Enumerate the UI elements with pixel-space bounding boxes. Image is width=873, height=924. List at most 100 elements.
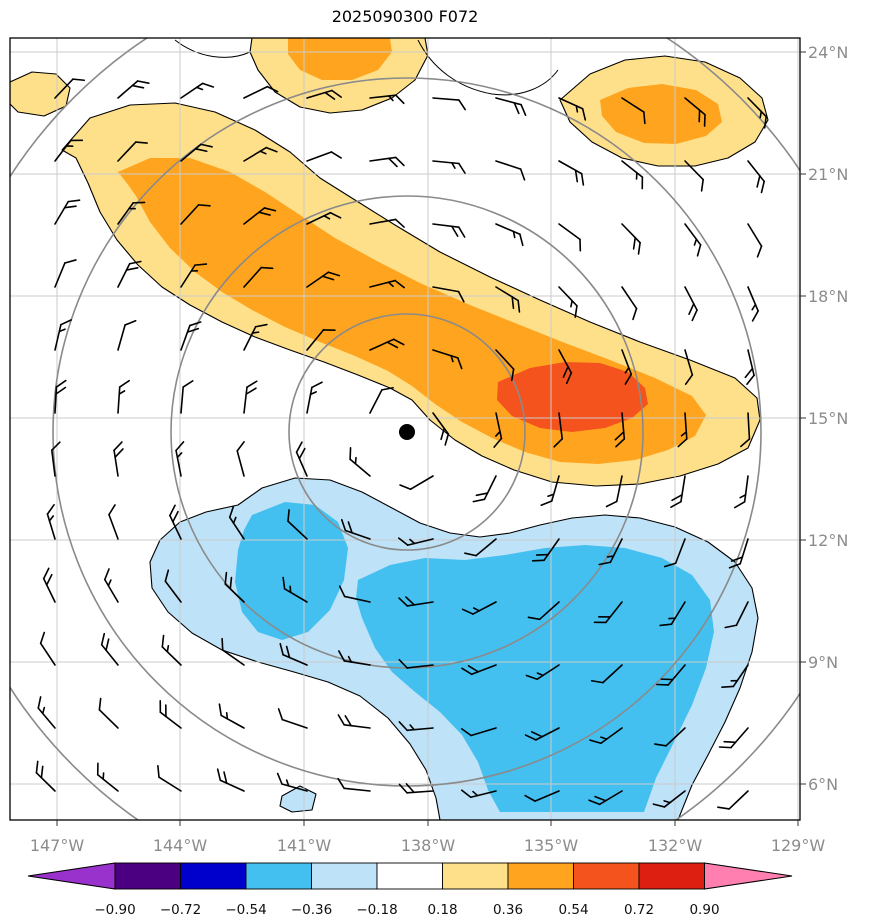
wind-barb-stroke bbox=[63, 205, 77, 209]
wind-barb-stroke bbox=[180, 204, 200, 225]
longitude-label: 138°W bbox=[401, 836, 456, 855]
wind-barb-stroke bbox=[321, 275, 335, 281]
wind-barb bbox=[157, 764, 182, 792]
wind-barb-stroke bbox=[322, 329, 336, 332]
wind-barb bbox=[46, 504, 56, 540]
wind-barb-stroke bbox=[298, 447, 306, 460]
wind-barb-stroke bbox=[432, 412, 450, 435]
wind-barb-stroke bbox=[161, 646, 182, 666]
wind-barb-stroke bbox=[108, 504, 116, 516]
colorbar-tick-label: 0.18 bbox=[427, 902, 457, 918]
wind-barb-stroke bbox=[663, 800, 671, 804]
latitude-labels: 24°N 21°N 18°N 15°N 12°N 9°N 6°N bbox=[808, 43, 848, 794]
wind-barb bbox=[295, 441, 308, 477]
wind-barb-stroke bbox=[739, 538, 749, 565]
wind-barb-stroke bbox=[668, 617, 676, 620]
wind-barb-stroke bbox=[730, 679, 739, 682]
wind-barb bbox=[684, 286, 698, 322]
wind-barb-stroke bbox=[182, 380, 194, 388]
wind-barb bbox=[398, 596, 434, 607]
wind-barb-stroke bbox=[653, 743, 667, 747]
wind-barb bbox=[337, 777, 371, 792]
wind-barb-stroke bbox=[553, 438, 564, 448]
wind-barb-stroke bbox=[530, 731, 543, 738]
contour-region-far-left-pos-018 bbox=[10, 71, 71, 117]
wind-barb-stroke bbox=[432, 349, 459, 359]
wind-barb-stroke bbox=[472, 601, 497, 615]
wind-barb-stroke bbox=[406, 727, 434, 732]
latitude-label: 15°N bbox=[808, 409, 848, 428]
wind-barb-stroke bbox=[180, 82, 204, 99]
wind-barb-stroke bbox=[306, 211, 332, 225]
colorbar-tick-label: 0.36 bbox=[493, 902, 523, 918]
wind-barb-stroke bbox=[615, 475, 623, 503]
wind-barb bbox=[621, 223, 641, 255]
wind-barb-stroke bbox=[343, 660, 371, 666]
wind-barb-stroke bbox=[37, 707, 56, 729]
wind-barbs bbox=[35, 78, 767, 810]
colorbar-segment bbox=[638, 862, 705, 890]
wind-barb bbox=[349, 447, 371, 477]
wind-barb-stroke bbox=[223, 771, 228, 784]
wind-barb bbox=[717, 790, 749, 810]
wind-barb bbox=[96, 762, 119, 792]
wind-barb bbox=[588, 790, 623, 806]
wind-barb bbox=[684, 349, 694, 385]
wind-barb-stroke bbox=[535, 727, 560, 741]
wind-barb-stroke bbox=[495, 412, 503, 440]
wind-barb-stroke bbox=[164, 580, 182, 603]
wind-barb-stroke bbox=[606, 555, 615, 558]
wind-barb bbox=[495, 223, 524, 247]
wind-barb-stroke bbox=[399, 484, 412, 491]
wind-barb-stroke bbox=[169, 514, 182, 540]
wind-barb-stroke bbox=[35, 760, 39, 774]
wind-barb-stroke bbox=[117, 386, 121, 414]
wind-barb-stroke bbox=[117, 324, 126, 351]
wind-barb-stroke bbox=[405, 783, 415, 794]
wind-barb-stroke bbox=[458, 226, 466, 238]
wind-barb-stroke bbox=[132, 201, 146, 204]
wind-barb-stroke bbox=[387, 281, 394, 288]
range-rings bbox=[10, 38, 800, 820]
wind-barb bbox=[306, 329, 336, 351]
wind-barb-stroke bbox=[698, 109, 701, 123]
wind-barb-stroke bbox=[35, 772, 56, 792]
wind-barb-stroke bbox=[535, 553, 549, 556]
wind-barb-stroke bbox=[458, 162, 466, 174]
wind-barb-stroke bbox=[558, 223, 581, 241]
wind-barb-stroke bbox=[349, 458, 371, 477]
wind-barb-stroke bbox=[621, 349, 633, 376]
wind-barb-stroke bbox=[104, 578, 119, 603]
wind-barb-stroke bbox=[338, 585, 346, 598]
wind-barb-stroke bbox=[510, 368, 515, 382]
wind-barb-stroke bbox=[100, 643, 119, 666]
wind-barb-stroke bbox=[451, 162, 456, 169]
wind-barb-stroke bbox=[306, 151, 333, 162]
wind-barb-stroke bbox=[598, 790, 623, 806]
wind-barb bbox=[117, 379, 130, 414]
wind-barb-stroke bbox=[98, 709, 119, 729]
wind-barb-stroke bbox=[511, 296, 515, 310]
wind-barb-stroke bbox=[392, 338, 405, 346]
wind-barb-stroke bbox=[744, 367, 754, 379]
wind-barb bbox=[117, 260, 142, 288]
wind-barb bbox=[527, 601, 560, 621]
wind-barb-stroke bbox=[254, 323, 268, 328]
wind-barb-stroke bbox=[180, 264, 196, 288]
wind-barb bbox=[493, 412, 503, 448]
wind-barb-stroke bbox=[369, 156, 397, 162]
wind-barb-stroke bbox=[169, 504, 176, 517]
colorbar-segment bbox=[180, 862, 247, 890]
wind-barb-stroke bbox=[670, 601, 686, 625]
wind-barb bbox=[747, 97, 767, 129]
longitude-label: 144°W bbox=[153, 836, 208, 855]
wind-barb-stroke bbox=[723, 740, 737, 744]
wind-barb bbox=[337, 714, 371, 729]
wind-barb bbox=[432, 286, 465, 303]
wind-barb-stroke bbox=[216, 768, 222, 782]
storm-center-dot bbox=[399, 424, 415, 440]
wind-barb bbox=[224, 571, 245, 603]
wind-barb-stroke bbox=[461, 789, 472, 799]
wind-barb-stroke bbox=[728, 563, 742, 569]
